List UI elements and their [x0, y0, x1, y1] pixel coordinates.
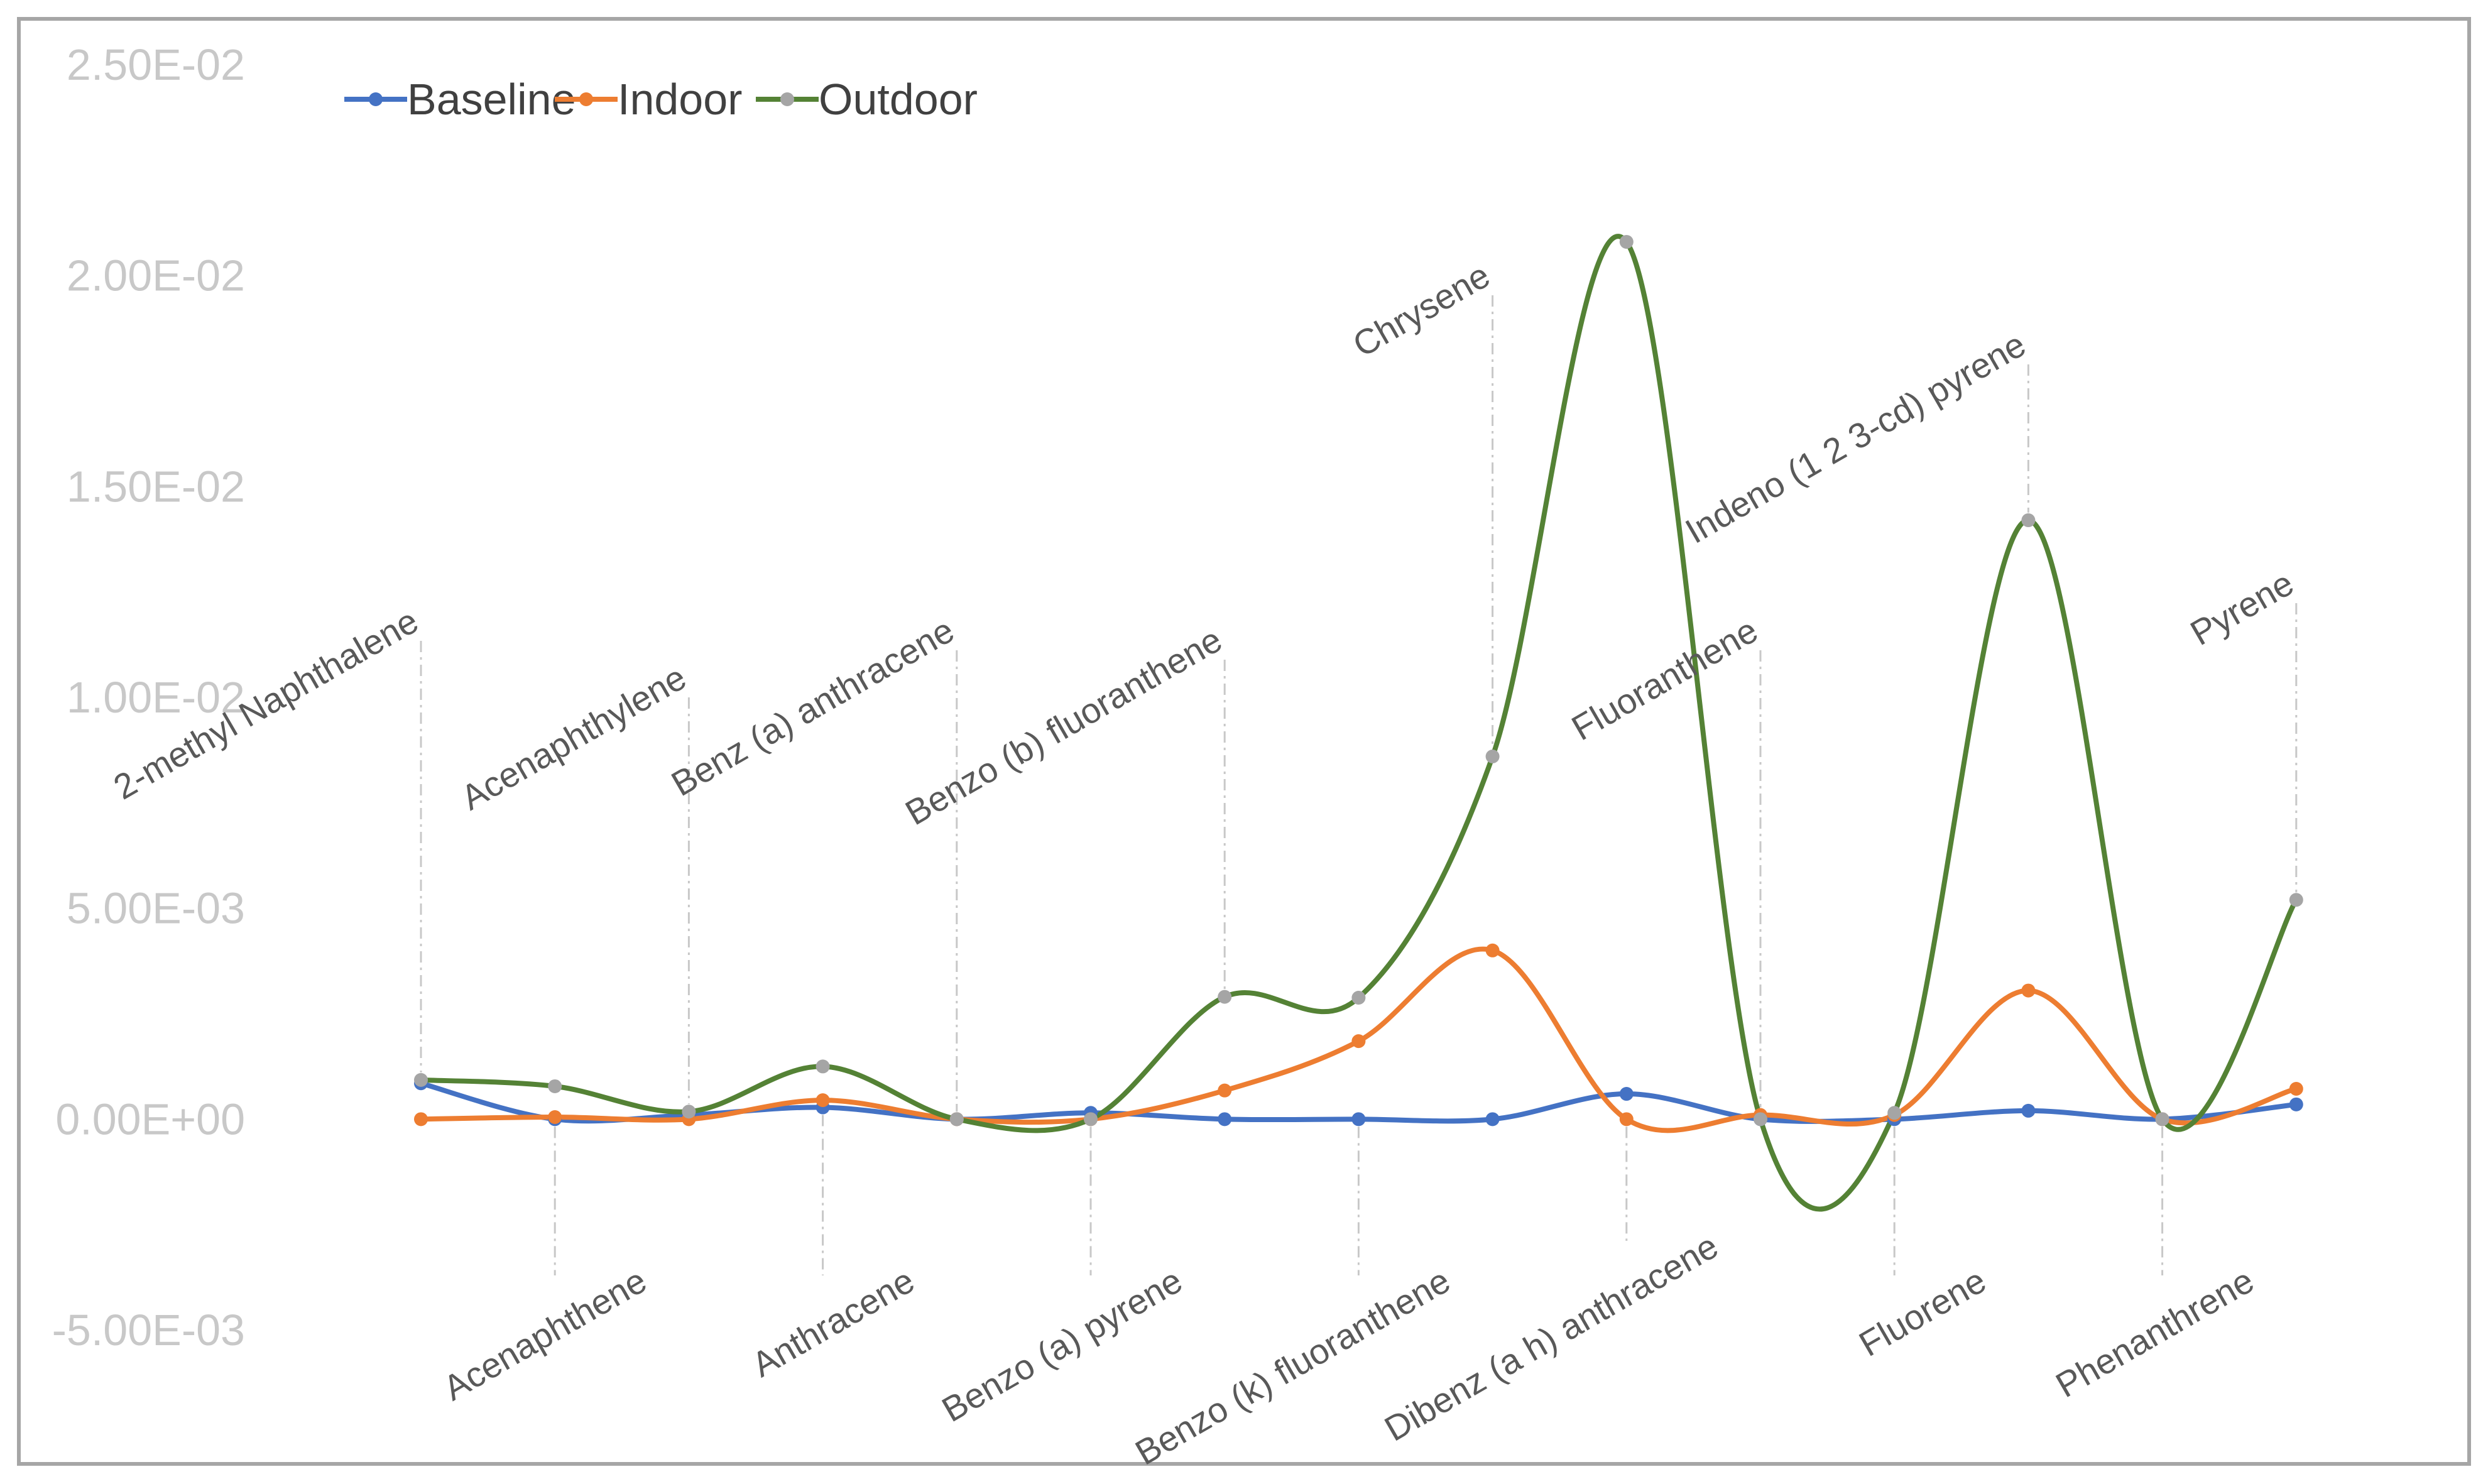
y-tick-label: -5.00E-03 — [52, 1306, 245, 1355]
legend-label: Outdoor — [819, 75, 978, 124]
data-point-outdoor — [1754, 1112, 1767, 1127]
y-tick-label: 2.50E-02 — [67, 40, 245, 89]
data-point-indoor — [548, 1110, 562, 1124]
data-point-outdoor — [1351, 990, 1366, 1005]
y-axis: 2.50E-02 2.00E-02 1.50E-02 1.00E-02 5.00E-03… — [52, 40, 245, 1355]
data-point-baseline — [2021, 1103, 2036, 1118]
data-point-indoor — [816, 1093, 830, 1108]
data-point-baseline — [1351, 1112, 1366, 1127]
data-point-outdoor — [1887, 1106, 1902, 1120]
data-point-baseline — [1485, 1112, 1500, 1127]
chart-frame — [17, 17, 2471, 1466]
data-point-outdoor — [548, 1079, 562, 1093]
data-point-outdoor — [1084, 1112, 1098, 1127]
y-tick-label: 2.00E-02 — [67, 251, 245, 300]
series-markers — [414, 234, 2303, 1127]
legend-marker-swatch — [780, 92, 794, 106]
data-point-outdoor — [2155, 1112, 2169, 1127]
legend-marker-swatch — [369, 92, 383, 106]
data-point-indoor — [1485, 943, 1500, 958]
data-point-outdoor — [1485, 749, 1500, 763]
data-point-outdoor — [1619, 234, 1634, 249]
data-point-indoor — [1351, 1034, 1366, 1049]
data-point-outdoor — [414, 1072, 428, 1087]
legend-item-baseline: Baseline — [344, 75, 576, 124]
legend-item-outdoor: Outdoor — [756, 75, 978, 124]
legend-marker-swatch — [579, 92, 593, 106]
category-leader-lines — [420, 295, 2298, 1275]
legend-item-indoor: Indoor — [555, 75, 742, 124]
y-tick-label: 1.00E-02 — [67, 673, 245, 722]
data-point-indoor — [2289, 1081, 2303, 1096]
data-point-baseline — [1218, 1112, 1232, 1127]
data-point-outdoor — [682, 1105, 696, 1119]
data-point-outdoor — [949, 1112, 964, 1127]
data-point-indoor — [2021, 983, 2036, 998]
data-point-outdoor — [2021, 513, 2036, 528]
series-line-indoor — [418, 946, 2299, 1133]
data-point-indoor — [414, 1112, 428, 1127]
data-point-indoor — [1619, 1112, 1634, 1127]
legend: Baseline Indoor Outdoor — [344, 75, 978, 124]
series-line-outdoor — [418, 234, 2299, 1212]
y-tick-label: 1.50E-02 — [67, 462, 245, 511]
data-point-outdoor — [2289, 893, 2303, 907]
data-point-baseline — [1619, 1087, 1634, 1101]
data-point-outdoor — [816, 1059, 830, 1074]
data-point-outdoor — [1218, 990, 1232, 1004]
legend-label: Indoor — [618, 75, 742, 124]
y-tick-label: 0.00E+00 — [55, 1094, 245, 1143]
data-point-indoor — [1218, 1083, 1232, 1098]
legend-label: Baseline — [407, 75, 576, 124]
y-tick-label: 5.00E-03 — [67, 884, 245, 933]
data-point-baseline — [2289, 1097, 2303, 1111]
